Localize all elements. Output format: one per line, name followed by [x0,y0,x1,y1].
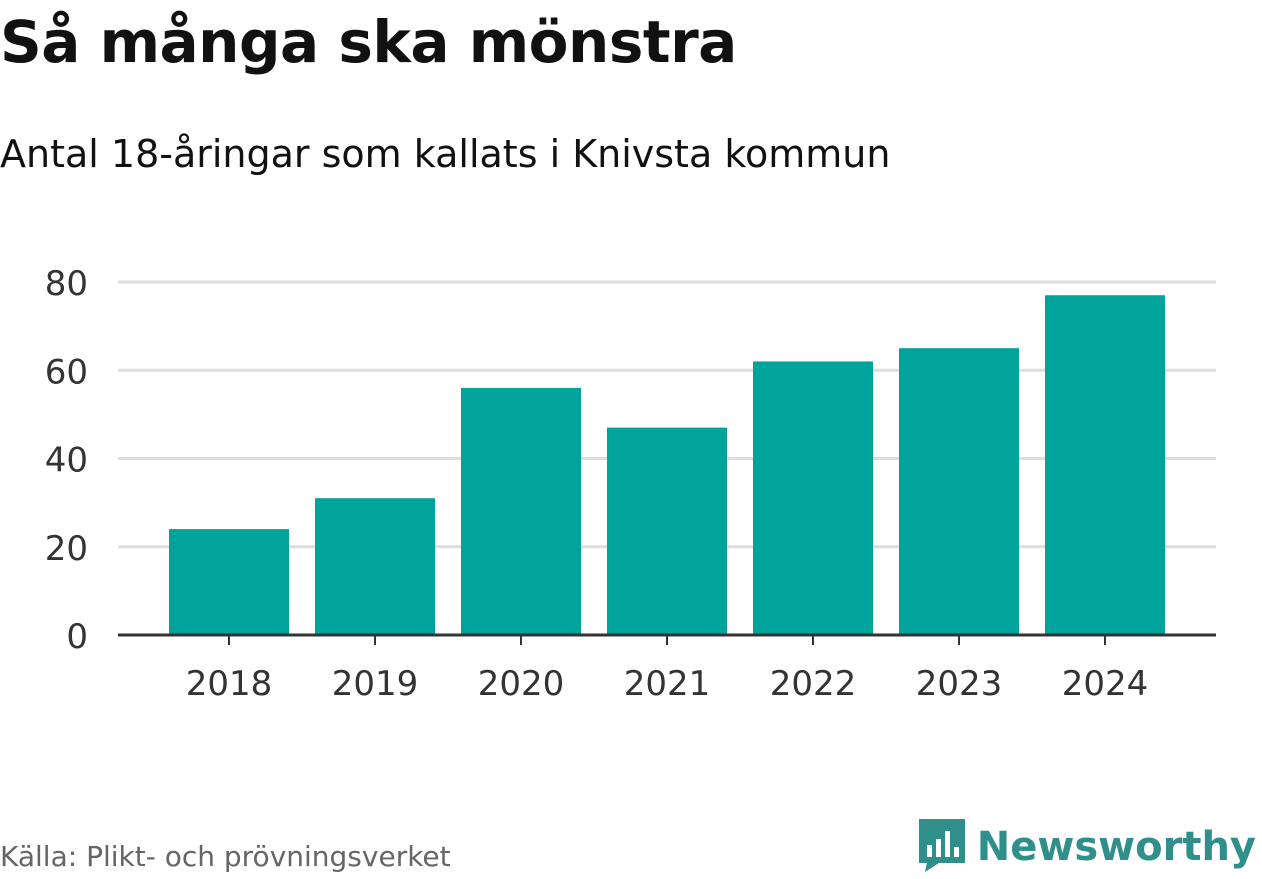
y-tick-label: 40 [45,441,88,481]
x-tick-label: 2018 [186,664,273,704]
newsworthy-logo-icon [917,817,967,877]
y-tick-label: 60 [45,352,88,392]
x-tick-label: 2021 [624,664,711,704]
x-tick-label: 2019 [332,664,419,704]
bar [899,348,1019,635]
bar [169,529,289,635]
brand-name: Newsworthy [976,824,1256,870]
brand-logo: Newsworthy [917,817,1256,877]
y-tick-label: 0 [66,617,88,657]
chart-title: Så många ska mönstra [0,8,737,76]
x-tick-label: 2022 [770,664,857,704]
bar [753,361,873,635]
bar [607,427,727,635]
chart-subtitle: Antal 18-åringar som kallats i Knivsta k… [0,132,891,176]
y-tick-label: 80 [45,264,88,304]
y-tick-label: 20 [45,529,88,569]
bar [315,498,435,635]
x-tick-label: 2023 [916,664,1003,704]
bar [1045,295,1165,635]
source-note: Källa: Plikt- och prövningsverket [0,840,451,873]
x-tick-label: 2020 [478,664,565,704]
bar [461,387,581,635]
x-tick-label: 2024 [1062,664,1149,704]
bar-chart: 0 20 40 60 80 2018 2019 2020 2021 2022 2023 2024 [45,264,1216,704]
